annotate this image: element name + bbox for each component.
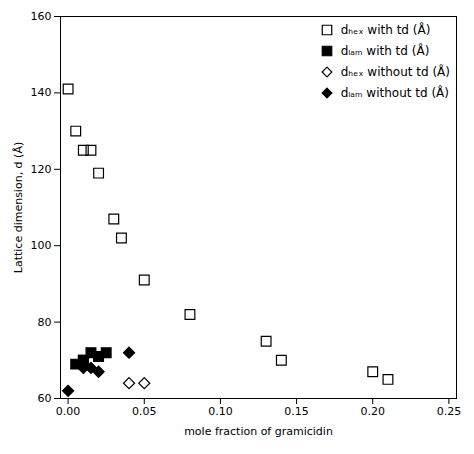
svg-text:140: 140 [31,86,52,99]
svg-text:0.00: 0.00 [56,405,81,418]
html-text:dₕₑₓ with td (Å): dₕₑₓ with td (Å) [340,23,431,37]
svg-text:0.05: 0.05 [132,405,157,418]
html-text:dₕₑₓ without td (Å): dₕₑₓ without td (Å) [340,65,450,79]
svg-text:0.20: 0.20 [360,405,385,418]
svg-text:100: 100 [31,239,52,252]
svg-text:0.10: 0.10 [208,405,233,418]
svg-text:60: 60 [38,392,52,405]
svg-text:160: 160 [31,10,52,23]
svg-text:Lattice dimension, d (Å): Lattice dimension, d (Å) [12,142,25,273]
svg-text:80: 80 [38,316,52,329]
svg-text:120: 120 [31,163,52,176]
html-text:dₗₐₘ without td (Å): dₗₐₘ without td (Å) [340,86,449,100]
html-text:dₗₐₘ with td (Å): dₗₐₘ with td (Å) [340,44,430,58]
svg-text:mole fraction of gramicidin: mole fraction of gramicidin [184,425,333,438]
svg-text:0.25: 0.25 [437,405,462,418]
svg-text:0.15: 0.15 [284,405,309,418]
